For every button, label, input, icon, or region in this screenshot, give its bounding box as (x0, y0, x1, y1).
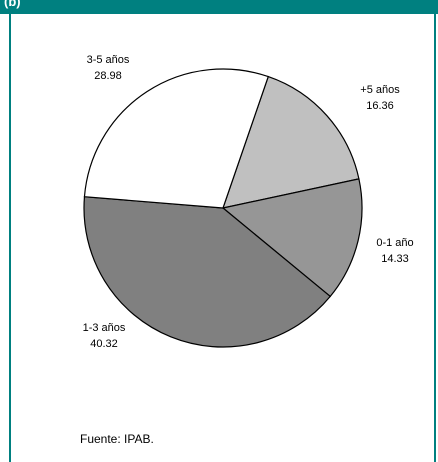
source-note: Fuente: IPAB. (80, 432, 154, 446)
pie-slice-3 (83, 196, 332, 348)
frame-right-rule (434, 14, 436, 462)
panel-label: (b) (4, 0, 21, 9)
pie-slice-2 (221, 178, 363, 298)
frame-left-rule (9, 14, 11, 462)
slice-label-4: 3-5 años (87, 54, 130, 66)
header-bar: (b) (0, 0, 438, 14)
slice-label-2: 0-1 año (376, 237, 413, 249)
slice-label-1: +5 años (360, 84, 400, 96)
slice-value-1: 16.36 (366, 100, 394, 112)
slice-value-3: 40.32 (90, 338, 118, 350)
slice-label-3: 1-3 años (83, 322, 126, 334)
pie-slice-4 (83, 68, 270, 209)
slice-value-2: 14.33 (381, 253, 409, 265)
slice-value-4: 28.98 (94, 70, 122, 82)
